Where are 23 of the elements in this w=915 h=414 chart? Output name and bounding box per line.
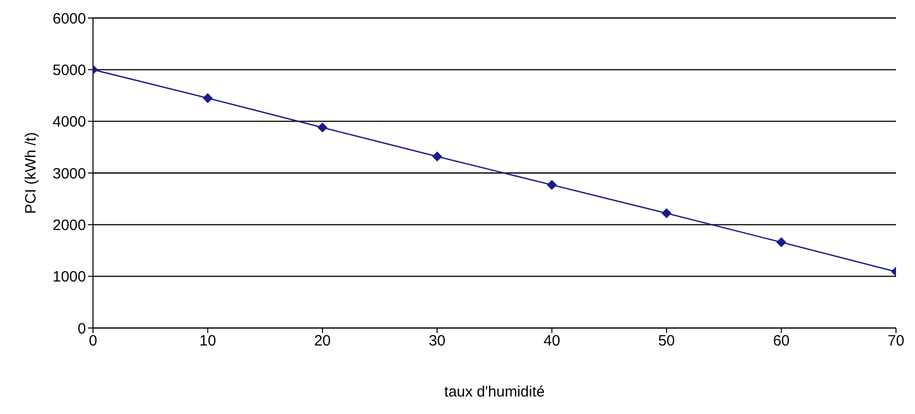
point <box>202 93 213 104</box>
y-tick-label: 6000 <box>52 10 86 28</box>
y-tick-label: 0 <box>78 320 86 338</box>
point <box>546 180 557 190</box>
x-tick-label: 10 <box>199 332 216 350</box>
y-tick-label: 5000 <box>52 62 86 79</box>
y-tick-label: 2000 <box>52 216 86 234</box>
y-axis-title: PCI (kWh /t) <box>22 132 40 214</box>
x-tick-label: 50 <box>658 332 675 350</box>
point <box>662 208 672 218</box>
point <box>432 151 442 162</box>
x-tick-label: 0 <box>88 332 98 350</box>
point <box>317 122 328 133</box>
y-tick-label: 3000 <box>52 165 86 182</box>
x-axis-title: taux d'humidité <box>444 384 545 401</box>
y-tick-label: 1000 <box>52 268 86 286</box>
x-tick-label: 20 <box>314 332 331 350</box>
point <box>776 237 786 248</box>
x-tick-label: 60 <box>772 332 790 350</box>
y-tick-label: 4000 <box>52 114 86 131</box>
x-tick-label: 30 <box>428 332 446 350</box>
x-tick-label: 70 <box>888 332 904 350</box>
x-tick-label: 40 <box>544 332 560 350</box>
